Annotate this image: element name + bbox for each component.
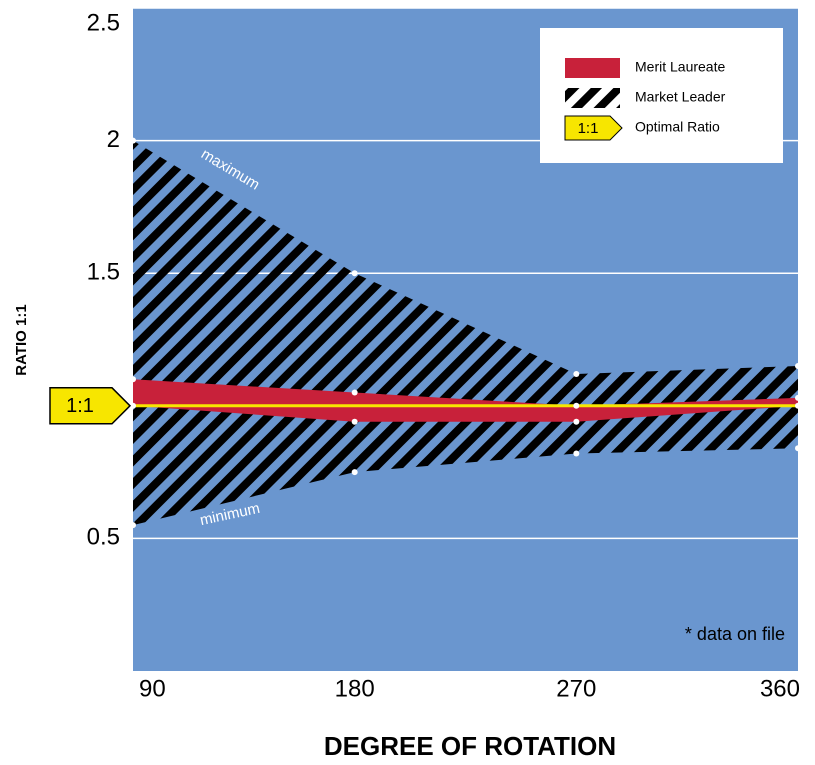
point	[573, 418, 580, 425]
point	[351, 418, 358, 425]
y-tick-label: 2	[107, 126, 120, 153]
x-axis-title: DEGREE OF ROTATION	[324, 731, 616, 761]
ratio-marker-label: 1:1	[66, 395, 94, 417]
legend-swatch	[565, 88, 620, 108]
point	[130, 522, 136, 529]
y-tick-label: 1.5	[87, 259, 120, 286]
point	[351, 389, 358, 396]
point	[795, 363, 801, 370]
x-tick-label: 180	[335, 675, 375, 702]
x-tick-label: 360	[760, 675, 800, 702]
point	[795, 445, 801, 452]
point	[573, 370, 580, 377]
band	[133, 140, 798, 526]
point	[573, 450, 580, 457]
legend-label: Optimal Ratio	[635, 119, 720, 135]
point	[130, 402, 136, 409]
point	[130, 137, 136, 144]
band	[133, 379, 798, 422]
point	[351, 270, 358, 277]
point	[795, 402, 801, 409]
legend-label: Merit Laureate	[635, 59, 725, 75]
x-tick-label: 270	[556, 675, 596, 702]
legend-swatch	[564, 115, 623, 141]
point	[130, 376, 136, 383]
point	[351, 469, 358, 476]
annotation: * data on file	[685, 624, 785, 644]
legend-label: Market Leader	[635, 89, 726, 105]
point	[795, 394, 801, 401]
legend-swatch-label: 1:1	[578, 120, 599, 137]
y-axis-title: RATIO 1:1	[13, 304, 30, 375]
y-tick-label: 2.5	[87, 9, 120, 36]
ratio-marker	[49, 387, 132, 425]
point	[573, 402, 580, 409]
y-tick-label: 0.5	[87, 524, 120, 551]
x-tick-label: 90	[139, 675, 166, 702]
legend-swatch	[565, 58, 620, 78]
